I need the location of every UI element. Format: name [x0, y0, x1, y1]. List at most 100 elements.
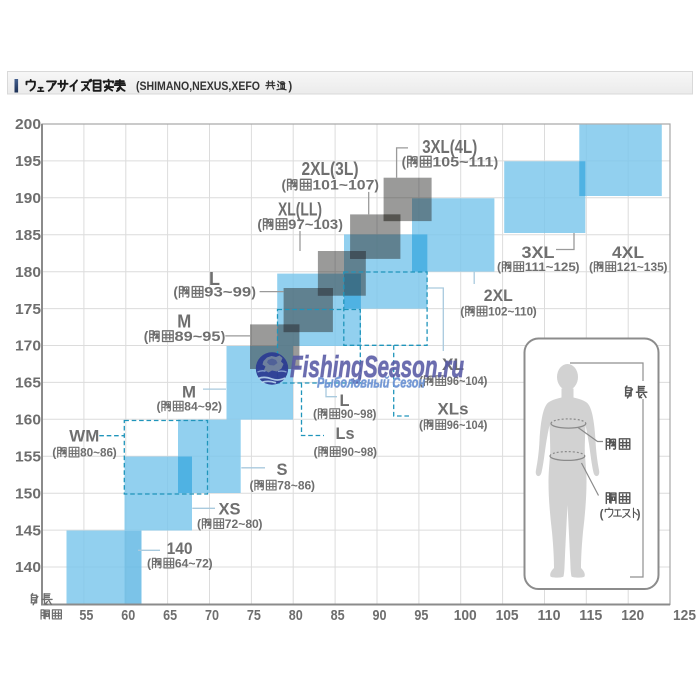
svg-text:90: 90 [373, 607, 387, 624]
svg-text:200: 200 [15, 117, 41, 133]
svg-text:L: L [340, 391, 350, 410]
svg-text:111~125: 111~125 [525, 260, 576, 274]
svg-text:XL: XL [442, 355, 464, 374]
svg-text:3XL(4L): 3XL(4L) [422, 137, 477, 157]
svg-text:145: 145 [15, 523, 41, 539]
svg-text:165: 165 [15, 376, 41, 392]
svg-text:(: ( [402, 155, 407, 170]
svg-text:): ) [311, 479, 315, 493]
svg-text:96~104: 96~104 [447, 418, 484, 432]
svg-text:90~98: 90~98 [341, 445, 373, 459]
svg-text:(: ( [313, 445, 318, 459]
svg-text:175: 175 [15, 302, 41, 318]
svg-text:(: ( [282, 178, 287, 193]
svg-text:160: 160 [15, 413, 41, 429]
svg-text:FishingSeason.ru: FishingSeason.ru [290, 349, 464, 384]
svg-text:S: S [277, 460, 288, 479]
svg-text:(: ( [460, 305, 465, 319]
svg-text:55: 55 [79, 607, 93, 624]
svg-text:96~104: 96~104 [447, 374, 484, 388]
svg-text:95: 95 [414, 607, 428, 624]
svg-text:80: 80 [289, 607, 303, 624]
svg-text:(: ( [497, 260, 502, 274]
svg-text:84~92: 84~92 [184, 400, 218, 414]
svg-text:155: 155 [15, 450, 41, 466]
svg-text:(: ( [257, 217, 262, 232]
svg-text:140: 140 [167, 539, 193, 558]
svg-text:89~95: 89~95 [175, 329, 222, 344]
svg-text:120: 120 [621, 607, 644, 624]
svg-text:185: 185 [15, 228, 41, 244]
svg-text:3XL: 3XL [522, 243, 555, 262]
svg-text:(: ( [313, 407, 318, 421]
svg-text:): ) [483, 418, 487, 432]
svg-text:150: 150 [15, 486, 41, 502]
svg-text:): ) [208, 557, 212, 571]
svg-text:M: M [177, 312, 191, 332]
svg-text:105: 105 [496, 607, 519, 624]
svg-text:101~107: 101~107 [312, 178, 374, 193]
svg-text:): ) [218, 400, 222, 414]
svg-text:): ) [483, 374, 487, 388]
svg-text:60: 60 [121, 607, 135, 624]
svg-text:170: 170 [15, 339, 41, 355]
svg-text:): ) [338, 217, 343, 232]
svg-text:85: 85 [331, 607, 345, 624]
svg-text:180: 180 [15, 265, 41, 281]
svg-text:97~103: 97~103 [288, 217, 338, 232]
svg-text:(: ( [147, 557, 152, 571]
svg-text:105~111: 105~111 [432, 155, 494, 170]
svg-text:110: 110 [538, 607, 561, 624]
svg-text:): ) [374, 178, 379, 193]
svg-text:(: ( [52, 446, 57, 460]
svg-text:121~135: 121~135 [617, 260, 664, 274]
svg-text:70: 70 [205, 607, 219, 624]
svg-text:): ) [288, 81, 292, 93]
svg-text:): ) [221, 329, 226, 344]
svg-text:(: ( [419, 418, 424, 432]
svg-text:): ) [113, 446, 117, 460]
svg-text:): ) [373, 445, 377, 459]
svg-text:XS: XS [219, 500, 241, 519]
svg-text:195: 195 [15, 154, 41, 170]
svg-text:): ) [258, 517, 262, 531]
svg-text:): ) [251, 285, 256, 300]
svg-text:190: 190 [15, 191, 41, 207]
svg-text:(SHIMANO,NEXUS,XEFO: (SHIMANO,NEXUS,XEFO [136, 81, 260, 93]
svg-text:(: ( [173, 285, 178, 300]
svg-text:(: ( [419, 374, 424, 388]
svg-text:80~86: 80~86 [80, 446, 113, 460]
svg-text:90~98: 90~98 [341, 407, 373, 421]
svg-text:93~99: 93~99 [204, 285, 252, 300]
svg-text:65: 65 [163, 607, 177, 624]
svg-text:XL(LL): XL(LL) [278, 200, 322, 220]
svg-text:): ) [533, 305, 537, 319]
svg-text:4XL: 4XL [612, 243, 644, 262]
svg-text:2XL: 2XL [484, 286, 513, 305]
svg-text:100: 100 [454, 607, 477, 624]
svg-text:): ) [494, 155, 499, 170]
svg-text:115: 115 [579, 607, 602, 624]
svg-text:Рыболовный Сезон: Рыболовный Сезон [317, 375, 425, 392]
svg-text:64~72: 64~72 [175, 557, 209, 571]
svg-text:(: ( [197, 517, 202, 531]
svg-text:(: ( [589, 260, 594, 274]
svg-text:2XL(3L): 2XL(3L) [302, 159, 359, 179]
svg-text:78~86: 78~86 [277, 479, 311, 493]
svg-text:(: ( [600, 509, 604, 521]
svg-text:75: 75 [247, 607, 261, 624]
svg-text:M: M [182, 383, 196, 402]
svg-text:Ls: Ls [336, 424, 355, 443]
svg-text:): ) [575, 260, 579, 274]
svg-text:WM: WM [69, 427, 99, 446]
svg-text:102~110: 102~110 [488, 305, 533, 319]
svg-text:): ) [372, 407, 376, 421]
svg-text:): ) [663, 260, 667, 274]
svg-text:125: 125 [673, 607, 696, 624]
svg-text:XLs: XLs [438, 400, 469, 419]
svg-text:(: ( [249, 479, 254, 493]
svg-text:140: 140 [15, 560, 41, 576]
svg-text:72~80: 72~80 [225, 517, 259, 531]
svg-text:(: ( [144, 329, 149, 344]
svg-text:L: L [209, 269, 220, 289]
